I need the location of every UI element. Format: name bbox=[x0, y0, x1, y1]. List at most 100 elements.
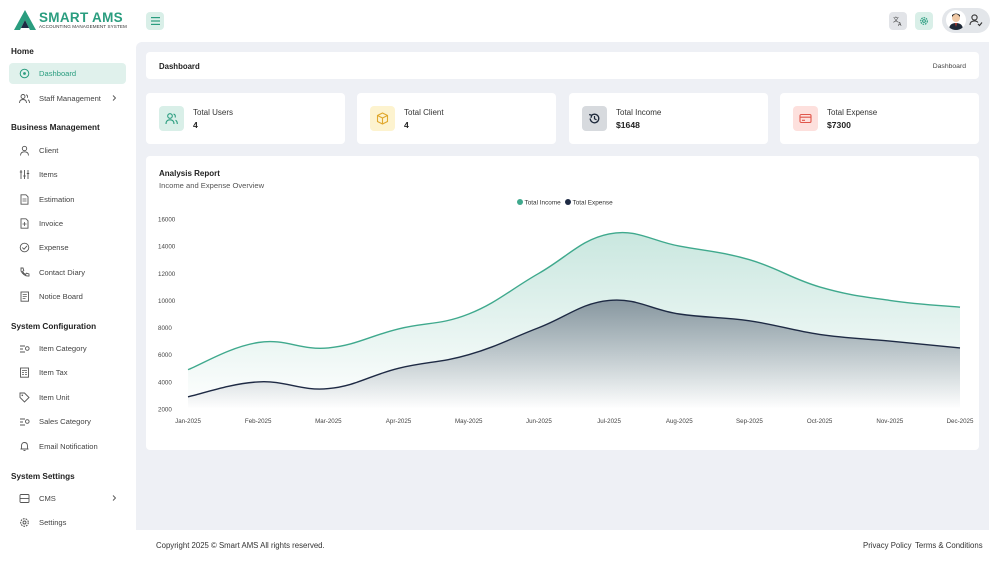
sidebar-item-email-notification[interactable]: Email Notification bbox=[9, 436, 126, 457]
sidebar-item-label: Staff Management bbox=[39, 94, 101, 103]
profile-menu[interactable] bbox=[942, 8, 990, 33]
sidebar-item-invoice[interactable]: Invoice bbox=[9, 213, 126, 234]
legend-marker bbox=[517, 199, 523, 205]
sidebar-item-dashboard[interactable]: Dashboard bbox=[9, 63, 126, 84]
sliders-icon bbox=[19, 170, 30, 179]
x-tick-label: May-2025 bbox=[455, 418, 483, 425]
y-tick-label: 2000 bbox=[158, 407, 172, 414]
series-area-expense bbox=[188, 300, 960, 409]
history-icon bbox=[589, 113, 600, 124]
sidebar-item-label: Expense bbox=[39, 243, 69, 252]
sidebar-item-items[interactable]: Items bbox=[9, 164, 126, 185]
sidebar-item-label: Client bbox=[39, 146, 59, 155]
chevron-right-icon bbox=[112, 495, 117, 501]
page-title: Dashboard bbox=[159, 62, 200, 71]
x-tick-label: Jun-2025 bbox=[526, 418, 552, 425]
sidebar-item-label: Contact Diary bbox=[39, 268, 86, 277]
y-tick-label: 6000 bbox=[158, 352, 172, 359]
legend-label: Total Income bbox=[525, 199, 562, 206]
card-icon bbox=[799, 113, 812, 124]
stat-icon-box bbox=[793, 106, 818, 131]
x-tick-label: Nov-2025 bbox=[876, 418, 903, 425]
gear-icon bbox=[20, 518, 29, 527]
breadcrumb[interactable]: Dashboard bbox=[932, 63, 966, 70]
document-icon bbox=[20, 194, 29, 205]
hamburger-icon bbox=[150, 17, 160, 25]
sidebar-item-label: Estimation bbox=[39, 195, 75, 204]
avatar bbox=[946, 10, 966, 30]
sidebar-item-client[interactable]: Client bbox=[9, 140, 126, 161]
sidebar-item-estimation[interactable]: Estimation bbox=[9, 189, 126, 210]
x-tick-label: Apr-2025 bbox=[386, 418, 412, 425]
sidebar-item-cms[interactable]: CMS bbox=[9, 488, 126, 509]
phone-icon bbox=[20, 267, 30, 277]
language-button[interactable]: 文 A bbox=[889, 12, 907, 30]
tag-icon bbox=[19, 392, 30, 403]
sidebar-item-settings[interactable]: Settings bbox=[9, 512, 126, 533]
svg-text:A: A bbox=[898, 22, 902, 26]
sidebar-item-label: Item Tax bbox=[39, 368, 68, 377]
x-tick-label: Jul-2025 bbox=[597, 418, 621, 425]
sidebar-item-notice-board[interactable]: Notice Board bbox=[9, 286, 126, 307]
copyright-text: Copyright 2025 © Smart AMS All rights re… bbox=[156, 541, 325, 550]
tax-icon bbox=[20, 367, 29, 378]
app-logo[interactable]: SMART AMS ACCOUNTING MANAGEMENT SYSTEM bbox=[13, 9, 133, 33]
stat-card-total-income: Total Income $1648 bbox=[569, 93, 768, 144]
sidebar-item-item-tax[interactable]: Item Tax bbox=[9, 362, 126, 383]
settings-button[interactable] bbox=[915, 12, 933, 30]
series-line-income bbox=[187, 231, 961, 371]
sidebar-section-title: Home bbox=[11, 47, 34, 56]
invoice-icon bbox=[20, 218, 29, 229]
y-tick-label: 4000 bbox=[158, 379, 172, 386]
svg-text:文: 文 bbox=[893, 16, 899, 24]
x-tick-label: Sep-2025 bbox=[736, 418, 763, 425]
sidebar-item-label: Settings bbox=[39, 518, 67, 527]
sidebar-item-contact-diary[interactable]: Contact Diary bbox=[9, 262, 126, 283]
sidebar-item-item-unit[interactable]: Item Unit bbox=[9, 387, 126, 408]
y-tick-label: 8000 bbox=[158, 325, 172, 332]
sidebar-item-label: Sales Category bbox=[39, 417, 91, 426]
x-tick-label: Jan-2025 bbox=[175, 418, 201, 425]
sidebar-item-sales-category[interactable]: Sales Category bbox=[9, 411, 126, 432]
stat-icon-box bbox=[370, 106, 395, 131]
stat-label: Total Income bbox=[616, 108, 662, 117]
privacy-policy-link[interactable]: Privacy Policy bbox=[863, 541, 912, 550]
x-tick-label: Feb-2025 bbox=[245, 418, 272, 425]
sidebar-item-expense[interactable]: Expense bbox=[9, 237, 126, 258]
x-tick-label: Oct-2025 bbox=[807, 418, 833, 425]
x-tick-label: Mar-2025 bbox=[315, 418, 342, 425]
stat-value: 4 bbox=[193, 120, 198, 130]
bell-icon bbox=[20, 442, 29, 451]
y-tick-label: 14000 bbox=[158, 244, 176, 251]
stat-label: Total Client bbox=[404, 108, 444, 117]
sidebar-item-item-category[interactable]: Item Category bbox=[9, 338, 126, 359]
stat-icon-box bbox=[582, 106, 607, 131]
logo-mark-icon bbox=[14, 10, 36, 30]
x-tick-label: Aug-2025 bbox=[666, 418, 693, 425]
gear-icon bbox=[920, 17, 928, 25]
top-bar: SMART AMS ACCOUNTING MANAGEMENT SYSTEM 文… bbox=[0, 0, 1000, 42]
sidebar-item-label: Items bbox=[39, 170, 58, 179]
sidebar-item-label: Notice Board bbox=[39, 292, 83, 301]
series-line-expense bbox=[187, 299, 961, 398]
legend-marker bbox=[565, 199, 571, 205]
y-tick-label: 16000 bbox=[158, 217, 176, 224]
menu-toggle-button[interactable] bbox=[146, 12, 164, 30]
sidebar-section-title: Business Management bbox=[11, 123, 100, 132]
check-circle-icon bbox=[19, 242, 30, 253]
cms-icon bbox=[19, 494, 30, 503]
notice-icon bbox=[20, 291, 29, 302]
dashboard-icon bbox=[19, 68, 30, 79]
analysis-report-card: Analysis Report Income and Expense Overv… bbox=[146, 156, 979, 450]
terms-conditions-link[interactable]: Terms & Conditions bbox=[915, 541, 983, 550]
income-expense-chart: 2000 4000 6000 8000 10000 12000 14000 16000 Jan-… bbox=[158, 199, 974, 425]
stat-value: $7300 bbox=[827, 120, 851, 130]
stat-label: Total Users bbox=[193, 108, 234, 117]
sidebar-item-label: Item Category bbox=[39, 344, 87, 353]
sidebar-item-label: Dashboard bbox=[39, 69, 77, 78]
y-tick-label: 10000 bbox=[158, 298, 176, 305]
main-content: Dashboard Dashboard Total Users 4 Total … bbox=[136, 42, 989, 530]
sidebar-item-staff-management[interactable]: Staff Management bbox=[9, 88, 126, 109]
sidebar-section-title: System Configuration bbox=[11, 322, 97, 331]
user-icon bbox=[20, 145, 29, 156]
